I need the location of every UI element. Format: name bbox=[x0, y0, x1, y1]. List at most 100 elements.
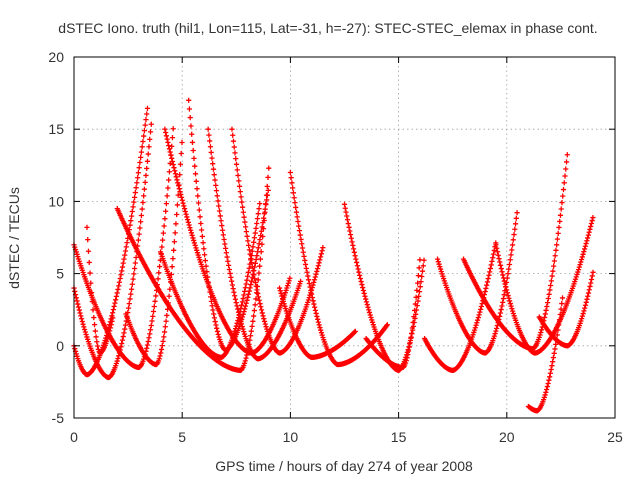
data-point bbox=[118, 344, 124, 350]
satellite-arc-3 bbox=[71, 126, 176, 371]
data-point bbox=[502, 281, 508, 287]
data-point bbox=[246, 242, 252, 249]
data-point bbox=[152, 298, 158, 304]
data-point bbox=[302, 261, 309, 268]
data-point bbox=[259, 310, 265, 316]
data-point bbox=[240, 209, 246, 215]
data-point bbox=[254, 220, 260, 227]
data-point bbox=[242, 288, 248, 294]
data-point bbox=[358, 278, 364, 285]
data-point bbox=[553, 247, 559, 253]
data-point bbox=[549, 273, 555, 279]
data-point bbox=[235, 309, 242, 315]
data-point bbox=[229, 282, 236, 288]
data-point bbox=[305, 273, 311, 279]
data-point bbox=[202, 257, 208, 264]
data-point bbox=[418, 279, 424, 285]
data-point bbox=[316, 322, 322, 328]
data-point bbox=[159, 342, 165, 349]
data-point bbox=[497, 262, 504, 268]
data-point bbox=[504, 290, 510, 296]
data-point bbox=[474, 320, 480, 326]
data-point bbox=[541, 314, 548, 321]
data-point bbox=[408, 330, 415, 336]
data-point bbox=[177, 189, 183, 195]
data-point bbox=[312, 274, 318, 280]
data-point bbox=[295, 218, 301, 225]
data-point bbox=[76, 307, 82, 313]
data-point bbox=[205, 274, 211, 280]
data-point bbox=[219, 227, 226, 233]
data-point bbox=[217, 213, 223, 219]
data-point bbox=[257, 201, 263, 207]
data-point bbox=[308, 288, 314, 294]
data-point bbox=[258, 307, 265, 313]
data-point bbox=[211, 315, 218, 321]
data-point bbox=[410, 319, 416, 326]
data-point bbox=[258, 304, 264, 310]
data-point bbox=[344, 213, 350, 219]
data-point bbox=[408, 335, 414, 341]
data-point bbox=[190, 235, 196, 241]
data-point bbox=[190, 147, 196, 154]
data-point bbox=[496, 256, 502, 262]
data-point bbox=[162, 324, 168, 330]
data-point bbox=[249, 264, 256, 270]
data-point bbox=[305, 277, 312, 283]
data-point bbox=[130, 204, 136, 210]
data-point bbox=[92, 328, 98, 334]
data-point bbox=[554, 332, 560, 338]
data-point bbox=[354, 263, 360, 269]
data-point bbox=[303, 265, 309, 271]
data-point bbox=[238, 321, 245, 327]
data-point bbox=[588, 280, 594, 286]
data-point bbox=[265, 174, 271, 180]
data-point bbox=[189, 232, 195, 238]
data-point bbox=[219, 222, 225, 229]
data-point bbox=[582, 243, 588, 249]
data-point bbox=[555, 327, 561, 333]
data-point bbox=[139, 144, 145, 150]
data-point bbox=[585, 235, 591, 241]
data-point bbox=[166, 146, 173, 152]
satellite-arc-20 bbox=[536, 269, 596, 349]
data-point bbox=[287, 275, 293, 281]
data-point bbox=[239, 204, 246, 210]
data-point bbox=[127, 222, 133, 228]
data-point bbox=[166, 169, 173, 175]
data-point bbox=[251, 313, 257, 319]
data-point bbox=[476, 312, 482, 318]
data-point bbox=[176, 186, 182, 192]
data-point bbox=[579, 254, 585, 260]
data-point bbox=[491, 333, 497, 339]
data-point bbox=[547, 370, 554, 376]
data-point bbox=[148, 121, 154, 127]
data-point bbox=[282, 303, 288, 309]
data-point bbox=[104, 336, 111, 342]
x-tick-label: 5 bbox=[178, 429, 186, 445]
data-point bbox=[186, 97, 192, 103]
data-point bbox=[201, 246, 207, 252]
data-point bbox=[192, 242, 198, 249]
data-point bbox=[226, 262, 232, 269]
data-point bbox=[414, 287, 420, 293]
data-point bbox=[315, 319, 322, 325]
data-point bbox=[81, 324, 87, 330]
data-point bbox=[248, 278, 255, 284]
data-point bbox=[164, 312, 170, 319]
data-point bbox=[320, 245, 326, 251]
data-point bbox=[227, 270, 233, 277]
data-point bbox=[548, 366, 554, 373]
data-point bbox=[200, 240, 206, 246]
data-point bbox=[144, 105, 151, 111]
data-point bbox=[242, 285, 248, 291]
data-point bbox=[280, 296, 286, 302]
data-point bbox=[545, 380, 551, 387]
data-point bbox=[551, 263, 557, 269]
data-point bbox=[347, 228, 353, 234]
data-point bbox=[85, 236, 91, 243]
data-point bbox=[110, 315, 116, 321]
data-point bbox=[510, 237, 516, 243]
data-point bbox=[174, 211, 180, 218]
data-point bbox=[161, 329, 168, 335]
